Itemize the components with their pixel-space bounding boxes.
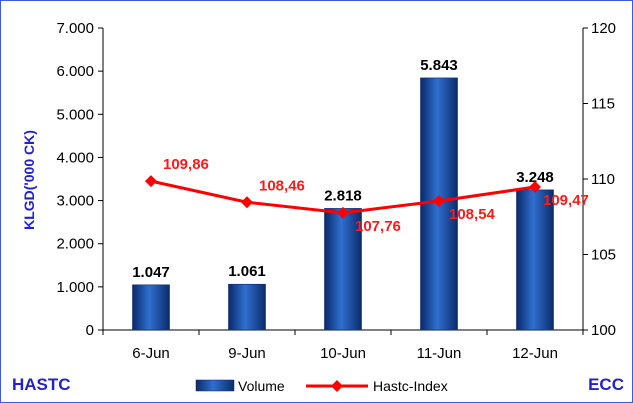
- y2-tick-label: 120: [591, 20, 616, 37]
- bar: [228, 283, 266, 331]
- y-tick-label: 1.000: [56, 279, 94, 296]
- y2-tick-label: 115: [591, 96, 615, 113]
- y-tick-label: 0: [86, 322, 94, 339]
- x-tick-label: 10-Jun: [320, 345, 366, 362]
- index-marker: [241, 196, 253, 209]
- index-data-label: 108,46: [259, 177, 305, 194]
- bar-data-label: 1.061: [228, 263, 266, 280]
- y2-tick-label: 105: [591, 247, 616, 264]
- bar-data-label: 3.248: [516, 169, 554, 186]
- y-tick-label: 4.000: [56, 149, 94, 166]
- legend-label-index: Hastc-Index: [373, 378, 448, 394]
- index-data-label: 109,47: [543, 192, 589, 209]
- bar-data-label: 2.818: [324, 187, 362, 204]
- bar: [516, 189, 554, 331]
- bar-data-label: 5.843: [420, 57, 458, 74]
- index-data-label: 107,76: [355, 218, 401, 235]
- index-data-label: 108,54: [449, 206, 496, 223]
- bar: [132, 284, 170, 331]
- index-marker: [145, 175, 157, 188]
- y2-tick-label: 100: [591, 322, 616, 339]
- y2-tick-label: 110: [591, 171, 615, 188]
- bar-data-label: 1.047: [132, 264, 170, 281]
- index-data-label: 109,86: [163, 156, 209, 173]
- legend-marker-index: [331, 380, 343, 392]
- index-marker: [529, 181, 541, 194]
- corner-label-right: ECC: [588, 375, 624, 394]
- bar: [324, 208, 362, 331]
- x-tick-label: 12-Jun: [512, 345, 558, 362]
- y-axis-label: KLGD('000 CK): [21, 130, 37, 230]
- x-tick-label: 6-Jun: [132, 345, 170, 362]
- x-tick-label: 11-Jun: [417, 345, 462, 362]
- legend-label-volume: Volume: [238, 378, 285, 394]
- y-tick-label: 2.000: [56, 236, 94, 253]
- y-tick-label: 6.000: [56, 63, 94, 80]
- index-marker: [337, 206, 349, 219]
- index-marker: [433, 195, 445, 208]
- x-tick-label: 9-Jun: [228, 345, 266, 362]
- legend-swatch-volume: [195, 379, 235, 392]
- y-tick-label: 7.000: [56, 20, 94, 37]
- y-tick-label: 5.000: [56, 106, 94, 123]
- y-tick-label: 3.000: [56, 193, 94, 210]
- legend: Volume Hastc-Index: [195, 378, 448, 394]
- corner-label-left: HASTC: [12, 375, 71, 394]
